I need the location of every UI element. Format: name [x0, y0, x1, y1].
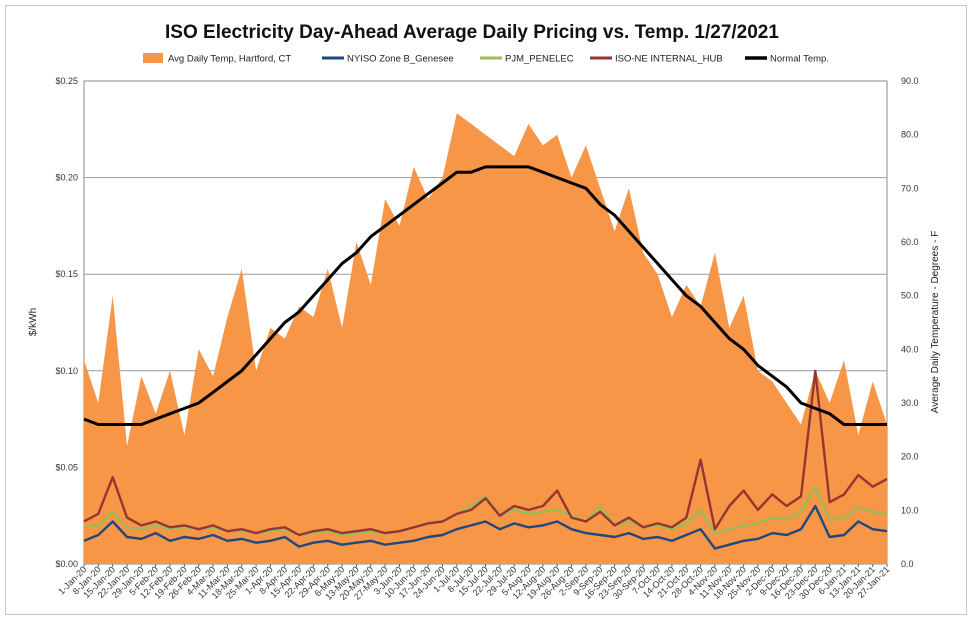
series-line-iso-ne-internal-hub [83, 369, 888, 537]
y-tick-label: $0.05 [55, 462, 78, 472]
y2-tick-label: 10.0 [901, 505, 919, 515]
y-axis-left: $0.00 $0.05 $0.10 $0.15 $0.20 $0.25 [55, 76, 78, 569]
y-tick-label: $0.25 [55, 76, 78, 86]
y-axis-right-title: Average Daily Temperature - Degrees - F [930, 231, 941, 414]
series-area-avg-daily-temp-hartford-ct [84, 113, 887, 564]
y2-tick-label: 80.0 [901, 130, 919, 140]
legend-label-avg-daily-temp-hartford-ct: Avg Daily Temp, Hartford, CT [168, 54, 291, 65]
y2-tick-label: 20.0 [901, 452, 919, 462]
series-line-normal-temp [83, 165, 887, 426]
y-tick-label: $0.15 [55, 269, 78, 279]
y2-tick-label: 70.0 [901, 183, 919, 193]
y2-tick-label: 30.0 [901, 398, 919, 408]
chart-title: ISO Electricity Day-Ahead Average Daily … [165, 22, 779, 43]
y-tick-label: $0.10 [55, 366, 78, 376]
legend-swatch-avg-daily-temp-hartford-ct [143, 53, 163, 63]
series-layer [83, 113, 888, 564]
legend-label-normal-temp: Normal Temp. [770, 54, 829, 65]
legend: Avg Daily Temp, Hartford, CT NYISO Zone B… [143, 53, 829, 65]
y-axis-right: 0.0 10.0 20.0 30.0 40.0 50.0 60.0 70.0 80.0 90.0 [901, 76, 919, 569]
legend-label-nyiso-zone-b-genesee: NYISO Zone B_Genesee [347, 54, 454, 65]
y2-tick-label: 0.0 [901, 559, 914, 569]
y2-tick-label: 90.0 [901, 76, 919, 86]
y-tick-label: $0.00 [55, 559, 78, 569]
series-line-nyiso-zone-b-genesee [83, 504, 888, 550]
x-axis: 1-Jan-208-Jan-2015-Jan-2022-Jan-2029-Jan… [56, 564, 891, 602]
y-axis-left-title: $/kWh [28, 308, 39, 336]
y2-tick-label: 60.0 [901, 237, 919, 247]
y2-tick-label: 40.0 [901, 344, 919, 354]
y-tick-label: $0.20 [55, 173, 78, 183]
legend-label-pjm-penelec: PJM_PENELEC [505, 54, 574, 65]
legend-label-iso-ne-internal-hub: ISO-NE INTERNAL_HUB [615, 54, 723, 65]
y2-tick-label: 50.0 [901, 291, 919, 301]
